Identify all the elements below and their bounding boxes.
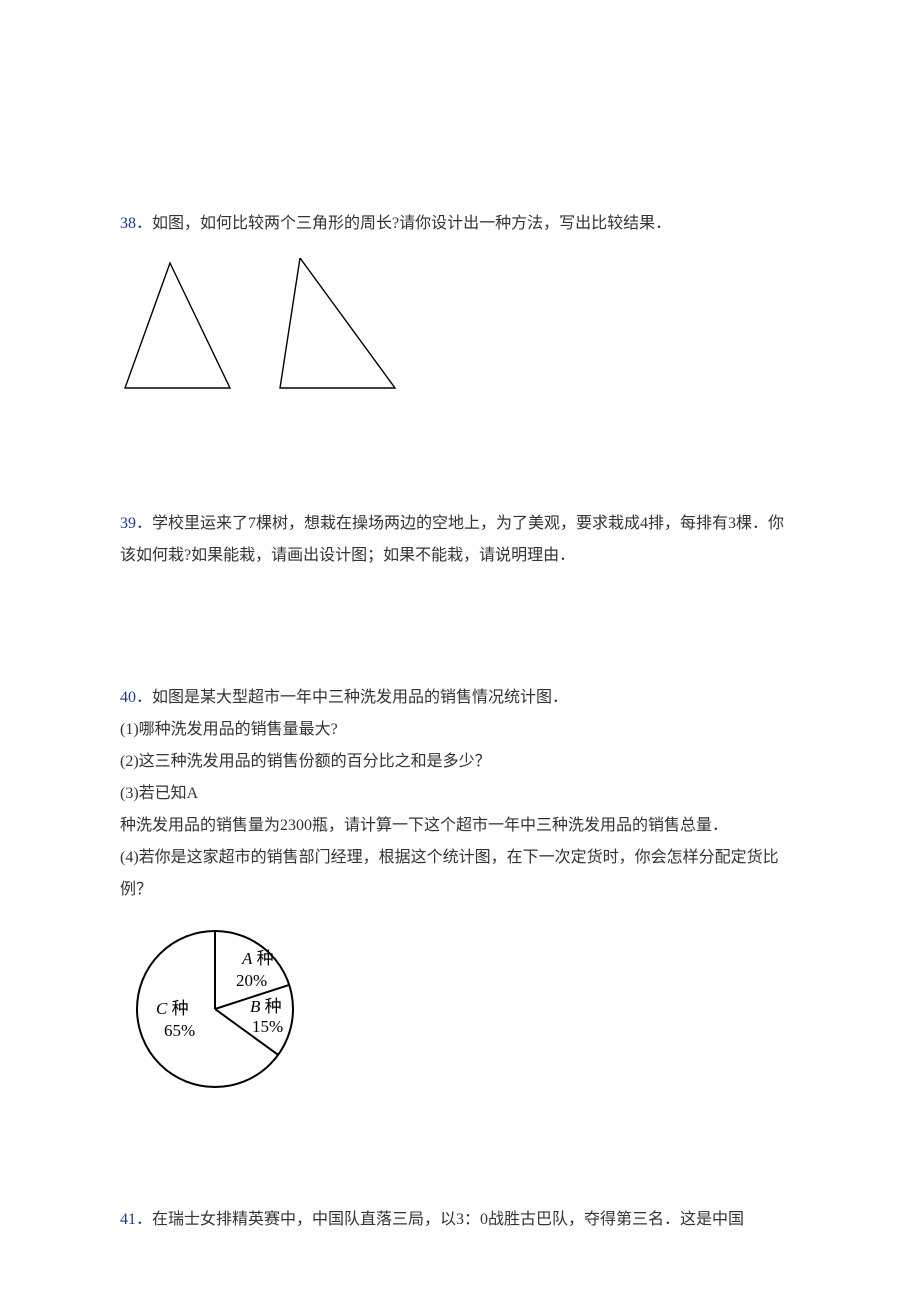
question-39-body: 学校里运来了7棵树，想栽在操场两边的空地上，为了美观，要求栽成4排，每排有3棵．…	[120, 515, 784, 564]
question-number-39: 39．	[120, 515, 152, 532]
question-39: 39．学校里运来了7棵树，想栽在操场两边的空地上，为了美观，要求栽成4排，每排有…	[120, 508, 800, 572]
question-38: 38．如图，如何比较两个三角形的周长?请你设计出一种方法，写出比较结果．	[120, 208, 800, 398]
pie-chart-svg: A 种 20% B 种 15% C 种 65%	[120, 924, 310, 1094]
question-41-text: 41．在瑞士女排精英赛中，中国队直落三局，以3：0战胜古巴队，夺得第三名．这是中…	[120, 1204, 800, 1236]
question-number-38: 38．	[120, 215, 152, 232]
question-40-p1: (1)哪种洗发用品的销售量最大?	[120, 714, 800, 746]
pie-label-b-pct: 15%	[252, 1017, 283, 1036]
question-number-40: 40．	[120, 689, 152, 706]
question-38-body: 如图，如何比较两个三角形的周长?请你设计出一种方法，写出比较结果．	[152, 215, 671, 232]
pie-label-a-pct: 20%	[236, 971, 267, 990]
triangle-right	[280, 258, 395, 388]
pie-label-c-name: C 种	[156, 999, 189, 1018]
triangles-svg	[120, 258, 400, 398]
question-40-intro: 如图是某大型超市一年中三种洗发用品的销售情况统计图．	[152, 689, 568, 706]
triangle-left	[125, 263, 230, 388]
question-40-p3: (3)若已知A	[120, 778, 800, 810]
page: 38．如图，如何比较两个三角形的周长?请你设计出一种方法，写出比较结果． 39．…	[0, 0, 920, 1296]
pie-label-a-name: A 种	[241, 949, 274, 968]
question-40-p4: (4)若你是这家超市的销售部门经理，根据这个统计图，在下一次定货时，你会怎样分配…	[120, 842, 800, 906]
pie-label-b-name: B 种	[250, 997, 282, 1016]
question-40-intro-line: 40．如图是某大型超市一年中三种洗发用品的销售情况统计图．	[120, 682, 800, 714]
question-40-p3b: 种洗发用品的销售量为2300瓶，请计算一下这个超市一年中三种洗发用品的销售总量．	[120, 810, 800, 842]
question-40: 40．如图是某大型超市一年中三种洗发用品的销售情况统计图． (1)哪种洗发用品的…	[120, 682, 800, 1094]
question-number-41: 41．	[120, 1211, 152, 1228]
question-38-figure	[120, 258, 800, 398]
question-41-body: 在瑞士女排精英赛中，中国队直落三局，以3：0战胜古巴队，夺得第三名．这是中国	[152, 1211, 744, 1228]
question-40-figure: A 种 20% B 种 15% C 种 65%	[120, 924, 800, 1094]
question-41: 41．在瑞士女排精英赛中，中国队直落三局，以3：0战胜古巴队，夺得第三名．这是中…	[120, 1204, 800, 1236]
question-40-p2: (2)这三种洗发用品的销售份额的百分比之和是多少？	[120, 746, 800, 778]
question-39-text: 39．学校里运来了7棵树，想栽在操场两边的空地上，为了美观，要求栽成4排，每排有…	[120, 508, 800, 572]
pie-label-c-pct: 65%	[164, 1021, 195, 1040]
question-38-text: 38．如图，如何比较两个三角形的周长?请你设计出一种方法，写出比较结果．	[120, 208, 800, 240]
